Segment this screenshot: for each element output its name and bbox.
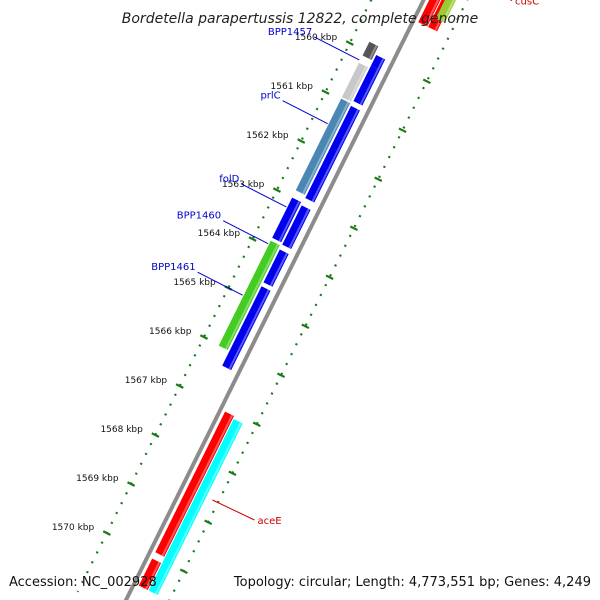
- tick-ring-outer: [168, 0, 469, 600]
- tick-mark: [345, 40, 354, 46]
- tick-label: 1564 kbp: [198, 229, 241, 239]
- feature-block: [282, 205, 311, 250]
- gene-label-leader: [509, 0, 513, 2]
- gene-label: BPP1461: [151, 262, 195, 273]
- feature-block: [148, 418, 243, 595]
- gene-label-leader: [197, 271, 243, 296]
- accession-text: Accession: NC_002928: [9, 575, 157, 590]
- feature-block: [272, 197, 302, 243]
- feature-block: [435, 0, 456, 23]
- feature-block: [418, 0, 441, 27]
- tick-mark: [272, 187, 281, 193]
- tick-label: 1565 kbp: [173, 278, 216, 288]
- feature-highlight: [424, 0, 440, 27]
- ring-layer: [76, 0, 469, 600]
- feature-block: [222, 286, 271, 371]
- feature-block: [353, 65, 380, 106]
- tick-label: 1567 kbp: [125, 376, 168, 386]
- feature-block: [370, 54, 386, 71]
- feature-block: [218, 240, 280, 351]
- topology-text: Topology: circular; Length: 4,773,551 bp…: [233, 575, 591, 590]
- feature-highlight: [441, 0, 455, 23]
- feature-highlight: [145, 561, 161, 590]
- feature-block: [138, 558, 162, 591]
- tick-mark: [151, 432, 160, 438]
- tick-label: 1569 kbp: [76, 474, 119, 484]
- tick-label: 1566 kbp: [149, 327, 192, 337]
- feature-highlight: [302, 101, 350, 195]
- feature-block: [362, 41, 379, 60]
- tick-mark: [228, 470, 237, 477]
- feature-highlight: [154, 422, 242, 595]
- tick-mark: [297, 138, 306, 144]
- gene-label-leader: [241, 183, 287, 208]
- feature-highlight: [311, 109, 360, 203]
- feature-highlight: [368, 44, 378, 60]
- gene-label: aceE: [257, 516, 281, 527]
- tick-mark: [301, 323, 310, 330]
- tick-mark: [422, 78, 431, 85]
- feature-highlight: [161, 414, 234, 557]
- tick-mark: [199, 334, 209, 340]
- gene-label-leader: [282, 100, 328, 125]
- tick-mark: [325, 274, 334, 281]
- tick-mark: [102, 530, 111, 536]
- feature-highlight: [269, 252, 288, 287]
- tick-mark: [248, 236, 257, 242]
- label-layer: BPP1457 prlC folD BPP1460 BPP1461 cusC aceE: [151, 0, 539, 527]
- feature-highlight: [288, 208, 310, 249]
- feature-highlight: [377, 58, 385, 70]
- tick-mark: [374, 176, 383, 183]
- feature-highlight: [278, 200, 301, 242]
- tick-mark: [204, 519, 213, 526]
- tick-label: 1568 kbp: [100, 425, 143, 435]
- gene-label-leader: [314, 36, 360, 61]
- gene-label: folD: [219, 174, 239, 185]
- feature-block: [305, 105, 360, 203]
- tick-label: 1570 kbp: [52, 523, 95, 533]
- tick-mark: [398, 127, 407, 134]
- gene-label-leader: [222, 220, 269, 245]
- feature-highlight: [225, 243, 279, 350]
- map-title: Bordetella parapertussis 12822, complete…: [122, 11, 478, 27]
- feature-block: [155, 411, 235, 557]
- gene-label: BPP1460: [177, 211, 221, 222]
- gene-label: prlC: [260, 91, 280, 102]
- tick-mark: [349, 225, 359, 232]
- feature-highlight: [348, 65, 368, 102]
- tick-mark: [321, 89, 330, 95]
- backbone-line: [123, 0, 426, 600]
- tick-label: 1562 kbp: [246, 131, 289, 141]
- tick-mark: [127, 481, 136, 487]
- tick-mark: [252, 421, 261, 428]
- tick-label: 1561 kbp: [271, 82, 314, 92]
- feature-highlight: [359, 68, 379, 106]
- tick-mark: [179, 568, 188, 575]
- feature-block: [295, 98, 351, 195]
- feature-block: [263, 249, 289, 287]
- gene-label: cusC: [515, 0, 539, 8]
- tick-mark: [276, 372, 286, 379]
- tick-mark: [175, 383, 184, 389]
- feature-highlight: [228, 289, 270, 370]
- gene-label-leader: [212, 499, 255, 521]
- gene-label: BPP1457: [268, 27, 312, 38]
- feature-layer: [138, 0, 456, 595]
- feature-block: [341, 62, 368, 102]
